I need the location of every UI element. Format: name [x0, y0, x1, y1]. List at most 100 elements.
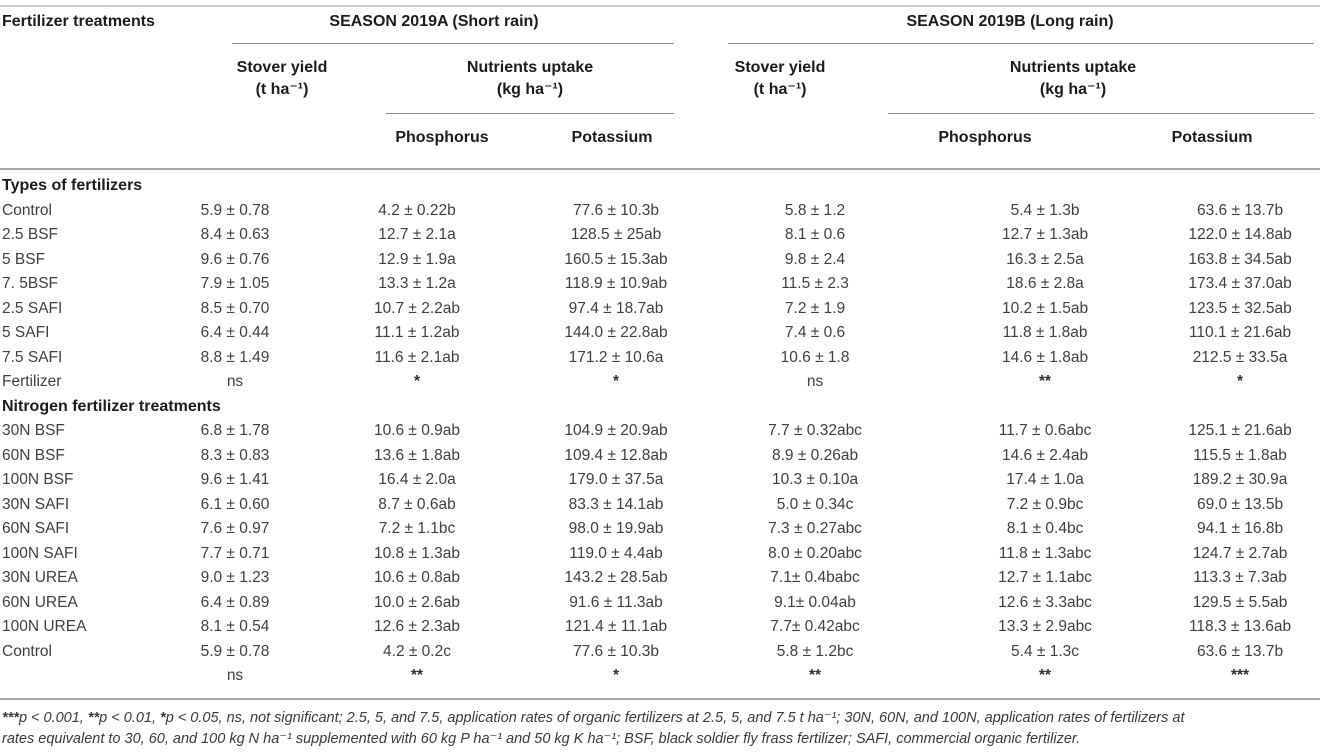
cell-value: 189.2 ± 30.9a	[1192, 471, 1288, 488]
cell-value: 8.5 ± 0.70	[200, 299, 270, 317]
cell-value: 5.4 ± 1.3b	[1010, 201, 1080, 219]
cell-value: 10.2 ± 1.5ab	[1001, 299, 1089, 317]
table-row: 60N BSF 8.3 ± 0.83 13.6 ± 1.8ab 109.4 ± 12.…	[0, 444, 1320, 469]
season-2019b-header: SEASON 2019B (Long rain)	[700, 6, 1320, 44]
table-row: 7. 5BSF 7.9 ± 1.05 13.3 ± 1.2a 118.9 ± 10.9…	[0, 272, 1320, 297]
cell-value: 77.6 ± 10.3b	[572, 642, 660, 660]
table-row: 30N UREA 9.0 ± 1.23 10.6 ± 0.8ab 143.2 ± 28…	[0, 566, 1320, 591]
cell-value: 10.7 ± 2.2ab	[373, 299, 461, 317]
cell-value: 125.1 ± 21.6ab	[1188, 422, 1292, 439]
potassium-a-header: Potassium	[532, 114, 700, 169]
phosphorus-b-header: Phosphorus	[930, 114, 1160, 169]
cell-value: **	[808, 667, 822, 684]
row-label: 30N BSF	[2, 422, 65, 439]
cell-value: 5.8 ± 1.2	[784, 201, 846, 219]
row-label: 60N SAFI	[2, 520, 70, 537]
phosphorus-a-header: Phosphorus	[302, 114, 532, 169]
row-label: 30N SAFI	[2, 495, 70, 513]
table-row: 100N UREA 8.1 ± 0.54 12.6 ± 2.3ab 121.4 ± 1…	[0, 615, 1320, 640]
table-row: Control 5.9 ± 0.78 4.2 ± 0.2c 77.6 ± 10.3b 5…	[0, 640, 1320, 665]
cell-value: 7.1± 0.4babc	[770, 569, 860, 586]
cell-value: 12.7 ± 1.1abc	[998, 569, 1092, 586]
cell-value: 9.8 ± 2.4	[784, 250, 846, 268]
cell-value: 6.8 ± 1.78	[200, 422, 270, 439]
cell-value: 7.2 ± 0.9bc	[1006, 495, 1084, 513]
cell-value: *	[612, 373, 620, 390]
footnote-line-1: ***p < 0.001, **p < 0.01, *p < 0.05, ns,…	[2, 708, 1320, 729]
cell-value: 7.7 ± 0.71	[200, 544, 270, 562]
cell-value: 18.6 ± 2.8a	[1006, 275, 1084, 292]
fertilizer-treatments-label: Fertilizer treatments	[2, 13, 155, 30]
cell-value: 6.1 ± 0.60	[200, 495, 270, 513]
cell-value: 11.8 ± 1.8ab	[1002, 324, 1088, 341]
cell-value: ns	[226, 373, 244, 390]
nutrients-uptake-b-unit: (kg ha⁻¹)	[1039, 81, 1107, 98]
table-row: 7.5 SAFI 8.8 ± 1.49 11.6 ± 2.1ab 171.2 ± 10…	[0, 346, 1320, 371]
cell-value: 179.0 ± 37.5a	[568, 471, 664, 488]
cell-value: 118.3 ± 13.6ab	[1188, 618, 1292, 635]
fertilizer-treatments-table: Fertilizer treatments SEASON 2019A (Shor…	[0, 5, 1320, 700]
stover-yield-b-unit: (t ha⁻¹)	[753, 81, 807, 98]
cell-value: 8.1 ± 0.4bc	[1006, 520, 1084, 537]
cell-value: 14.6 ± 2.4ab	[1001, 446, 1089, 464]
cell-value: 97.4 ± 18.7ab	[568, 299, 664, 317]
sig-three-text: p < 0.001,	[18, 709, 88, 726]
cell-value: 110.1 ± 21.6ab	[1188, 324, 1292, 341]
section-row: Types of fertilizers	[0, 169, 1320, 199]
table-header: Fertilizer treatments SEASON 2019A (Shor…	[0, 6, 1320, 169]
cell-value: 7.4 ± 0.6	[784, 324, 846, 341]
cell-value: 7.2 ± 1.9	[784, 299, 846, 317]
cell-value: 69.0 ± 13.5b	[1197, 495, 1284, 513]
cell-value: 128.5 ± 25ab	[570, 226, 662, 243]
cell-value: 11.6 ± 2.1ab	[374, 348, 460, 366]
cell-value: 119.0 ± 4.4ab	[569, 544, 663, 562]
cell-value: *	[413, 373, 421, 390]
potassium-b-header: Potassium	[1160, 114, 1320, 169]
nutrients-uptake-b-header: Nutrients uptake (kg ha⁻¹)	[888, 44, 1320, 114]
footnote-line-2: rates equivalent to 30, 60, and 100 kg N…	[2, 730, 1081, 747]
cell-value: 16.4 ± 2.0a	[378, 471, 456, 488]
table-row: 60N SAFI 7.6 ± 0.97 7.2 ± 1.1bc 98.0 ± 19.9…	[0, 517, 1320, 542]
phosphorus-a-label: Phosphorus	[395, 129, 489, 146]
cell-value: 12.6 ± 3.3abc	[998, 593, 1092, 611]
cell-value: 14.6 ± 1.8ab	[1001, 348, 1089, 366]
cell-value: 12.7 ± 2.1a	[378, 226, 456, 243]
cell-value: 8.0 ± 0.20abc	[768, 544, 862, 562]
cell-value: 8.4 ± 0.63	[200, 226, 270, 243]
row-label: 60N BSF	[2, 446, 65, 464]
cell-value: 98.0 ± 19.9ab	[568, 520, 664, 537]
row-label: 7.5 SAFI	[2, 348, 63, 366]
cell-value: 11.8 ± 1.3abc	[998, 544, 1092, 562]
cell-value: 12.6 ± 2.3ab	[373, 618, 461, 635]
cell-value: 63.6 ± 13.7b	[1197, 642, 1284, 660]
table-footnote: ***p < 0.001, **p < 0.01, *p < 0.05, ns,…	[0, 708, 1320, 750]
cell-value: 115.5 ± 1.8ab	[1193, 446, 1287, 464]
cell-value: 173.4 ± 37.0ab	[1188, 275, 1292, 292]
table-row: Fertilizer ns * * ns ** *	[0, 370, 1320, 395]
nutrients-uptake-a-unit: (kg ha⁻¹)	[496, 81, 564, 98]
potassium-a-label: Potassium	[571, 129, 653, 146]
stover-yield-b-header: Stover yield (t ha⁻¹)	[700, 44, 930, 169]
nutrients-uptake-b-label: Nutrients uptake	[1009, 59, 1137, 76]
row-label: 30N UREA	[2, 569, 78, 586]
table-row: Control 5.9 ± 0.78 4.2 ± 0.22b 77.6 ± 10.3b…	[0, 199, 1320, 224]
cell-value: 10.0 ± 2.6ab	[373, 593, 461, 611]
cell-value: 143.2 ± 28.5ab	[564, 569, 668, 586]
row-label: Fertilizer	[2, 373, 62, 390]
cell-value: 13.6 ± 1.8ab	[373, 446, 461, 464]
cell-value: 9.1± 0.04ab	[774, 593, 856, 611]
cell-value: 144.0 ± 22.8ab	[564, 324, 668, 341]
table-body: Types of fertilizers Control 5.9 ± 0.78 4.2…	[0, 169, 1320, 699]
row-label: 7. 5BSF	[2, 275, 58, 292]
cell-value: 4.2 ± 0.2c	[383, 642, 451, 660]
row-label: 5 BSF	[2, 250, 46, 268]
cell-value: 8.7 ± 0.6ab	[378, 495, 456, 513]
cell-value: 12.7 ± 1.3ab	[1001, 226, 1089, 243]
table-row: 60N UREA 6.4 ± 0.89 10.0 ± 2.6ab 91.6 ± 11.…	[0, 591, 1320, 616]
cell-value: 91.6 ± 11.3ab	[569, 593, 663, 611]
cell-value: 124.7 ± 2.7ab	[1192, 544, 1288, 562]
cell-value: 8.9 ± 0.26ab	[771, 446, 859, 464]
section-row: Nitrogen fertilizer treatments	[0, 395, 1320, 420]
cell-value: 163.8 ± 34.5ab	[1188, 250, 1292, 268]
